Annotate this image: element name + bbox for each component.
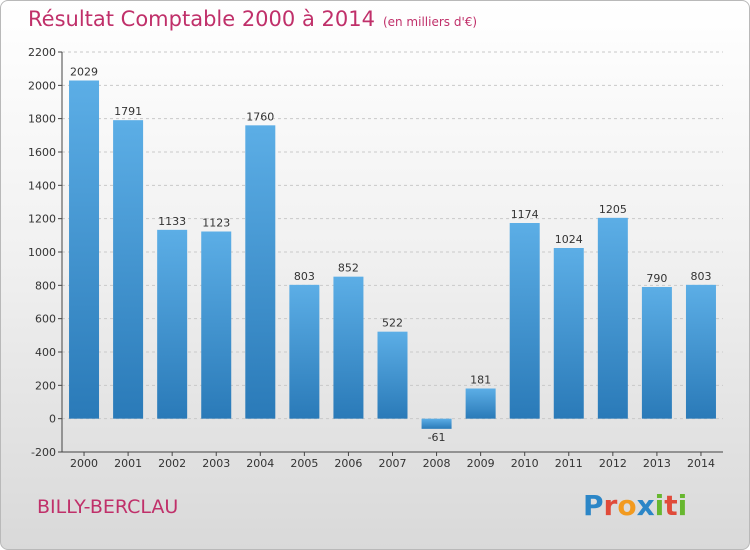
y-tick-label: 1400 [28, 179, 56, 192]
axes: -200 0 200 400 600 800 1000 1200 1400 1600 1800 200… [28, 46, 723, 459]
data-label: 181 [470, 374, 491, 387]
data-label: 790 [646, 272, 667, 285]
data-label: 1205 [599, 203, 627, 216]
title-text: Résultat Comptable 2000 à 2014 [28, 7, 375, 31]
bar [245, 125, 276, 419]
data-label: 2029 [70, 66, 98, 79]
bars [69, 80, 716, 429]
x-tick-label: 2000 [70, 457, 98, 470]
data-label: 1174 [511, 208, 539, 221]
proxiti-logo[interactable]: Proxiti [583, 489, 688, 522]
data-label: 522 [382, 317, 403, 330]
y-tick-label: 1000 [28, 246, 56, 259]
data-label: 852 [338, 262, 359, 275]
bar [69, 80, 100, 419]
x-tick-label: 2014 [687, 457, 715, 470]
place-name: BILLY-BERCLAU [37, 496, 179, 518]
x-tick-label: 2012 [599, 457, 627, 470]
data-label: 803 [294, 270, 315, 283]
y-tick-label: -200 [31, 446, 56, 459]
y-tick-label: 800 [35, 279, 56, 292]
y-tick-label: 0 [49, 413, 56, 426]
x-tick-label: 2008 [423, 457, 451, 470]
x-tick-label: 2004 [246, 457, 274, 470]
y-tick-label: 1200 [28, 213, 56, 226]
bar [377, 331, 408, 419]
x-tick-label: 2002 [158, 457, 186, 470]
data-label: 1791 [114, 105, 142, 118]
x-tick-label: 2001 [114, 457, 142, 470]
y-tick-label: 2000 [28, 79, 56, 92]
data-label: 1760 [246, 110, 274, 123]
x-tick-label: 2011 [555, 457, 583, 470]
bar [113, 120, 144, 419]
bar [465, 388, 496, 419]
bar [597, 217, 628, 419]
x-tick-label: 2010 [511, 457, 539, 470]
x-tick-label: 2005 [290, 457, 318, 470]
x-tick-label: 2003 [202, 457, 230, 470]
x-tick-label: 2006 [334, 457, 362, 470]
bar [333, 276, 364, 419]
data-label: 803 [690, 270, 711, 283]
unit-label: (en milliers d'€) [382, 15, 478, 29]
bar [685, 284, 716, 419]
y-tick-label: 200 [35, 379, 56, 392]
y-tick-label: 1600 [28, 146, 56, 159]
bar [289, 284, 320, 419]
data-label: 1024 [555, 233, 583, 246]
bar [421, 418, 452, 429]
bar [641, 287, 672, 419]
x-tick-label: 2013 [643, 457, 671, 470]
y-tick-label: 600 [35, 313, 56, 326]
bar [509, 223, 540, 419]
y-tick-label: 1800 [28, 113, 56, 126]
bar [553, 248, 584, 419]
data-label: -61 [428, 431, 446, 444]
labels: 2000 2029 2001 1791 2002 1133 2003 1123 2004 1760… [70, 66, 715, 471]
y-tick-label: 400 [35, 346, 56, 359]
data-label: 1133 [158, 215, 186, 228]
data-label: 1123 [202, 217, 230, 230]
x-tick-label: 2007 [379, 457, 407, 470]
y-tick-label: 2200 [28, 46, 56, 59]
bar [201, 231, 232, 419]
chart-title: Résultat Comptable 2000 à 2014 (en millie… [28, 7, 477, 31]
bar [157, 229, 188, 419]
x-tick-label: 2009 [467, 457, 495, 470]
